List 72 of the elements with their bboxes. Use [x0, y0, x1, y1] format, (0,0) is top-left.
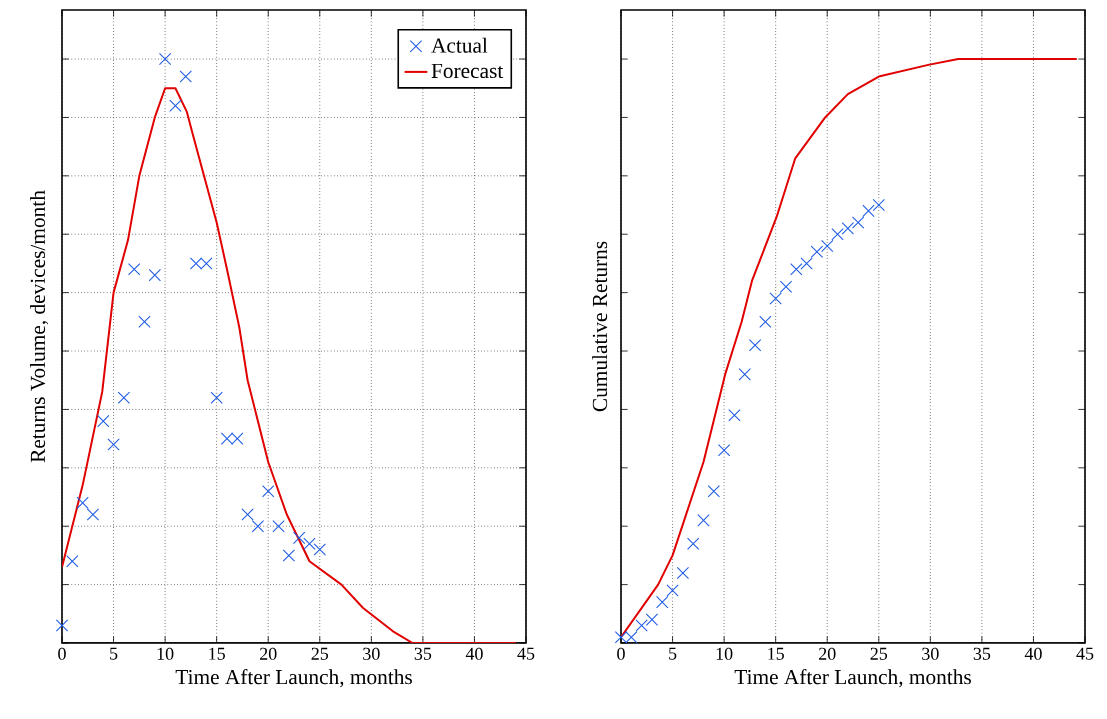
point	[697, 514, 710, 527]
point	[117, 391, 131, 404]
point	[872, 198, 885, 212]
x-tick-label: 15	[768, 647, 784, 660]
point	[831, 228, 844, 241]
point	[169, 99, 182, 112]
point	[86, 508, 100, 521]
x-tick-label: 30	[363, 647, 380, 660]
point	[241, 508, 254, 521]
x-axis-title: Time After Launch, months	[175, 669, 412, 688]
point	[748, 338, 762, 352]
x-tick-label: 10	[157, 647, 174, 660]
x-tick-label: 25	[870, 647, 888, 660]
x-tick-label: 45	[517, 647, 535, 660]
x-tick-label: 0	[617, 647, 625, 660]
x-axis-title: Time After Launch, months	[734, 669, 971, 688]
y-axis-title: Cumulative Returns	[592, 241, 608, 412]
point	[738, 368, 751, 381]
point	[666, 584, 679, 597]
legend-label: Forecast	[431, 63, 504, 79]
point	[676, 566, 690, 580]
point	[645, 613, 659, 626]
y-axis-title: Returns Volume, devices/month	[30, 190, 49, 463]
point	[769, 292, 782, 305]
point	[138, 315, 151, 329]
point	[179, 70, 192, 83]
point	[66, 555, 79, 568]
x-tick-label: 20	[819, 647, 836, 660]
point	[262, 484, 275, 498]
point	[282, 549, 296, 562]
x-tick-label: 25	[311, 647, 329, 660]
point	[779, 280, 793, 293]
point	[686, 537, 700, 550]
point	[862, 204, 875, 218]
point	[717, 444, 731, 457]
point	[107, 438, 120, 451]
point	[148, 268, 161, 282]
point	[251, 520, 265, 533]
point	[635, 619, 648, 632]
point	[790, 263, 803, 276]
point	[292, 531, 306, 545]
point	[272, 520, 285, 533]
point	[158, 52, 172, 66]
x-tick-label: 0	[58, 647, 66, 660]
point	[759, 315, 772, 329]
x-tick-label: 10	[716, 647, 733, 660]
x-tick-label: 20	[260, 647, 277, 660]
point	[313, 543, 326, 556]
point	[728, 409, 741, 422]
x-tick-label: 5	[669, 647, 677, 660]
point	[127, 263, 141, 276]
x-tick-label: 40	[1024, 647, 1042, 660]
point	[76, 496, 89, 510]
x-tick-label: 40	[465, 647, 483, 660]
x-tick-label: 5	[110, 647, 118, 660]
point	[55, 619, 69, 632]
point	[851, 216, 865, 229]
point	[656, 595, 669, 609]
x-tick-label: 35	[414, 647, 432, 660]
point	[303, 537, 316, 550]
legend-label: Actual	[431, 37, 488, 53]
point	[810, 245, 824, 258]
point	[210, 391, 223, 404]
point	[821, 239, 834, 253]
point	[707, 484, 720, 498]
x-tick-label: 15	[209, 647, 225, 660]
x-tick-label: 35	[973, 647, 991, 660]
point	[841, 222, 855, 235]
x-tick-label: 45	[1076, 647, 1094, 660]
point	[800, 257, 813, 270]
x-tick-label: 30	[922, 647, 939, 660]
point	[97, 414, 110, 428]
